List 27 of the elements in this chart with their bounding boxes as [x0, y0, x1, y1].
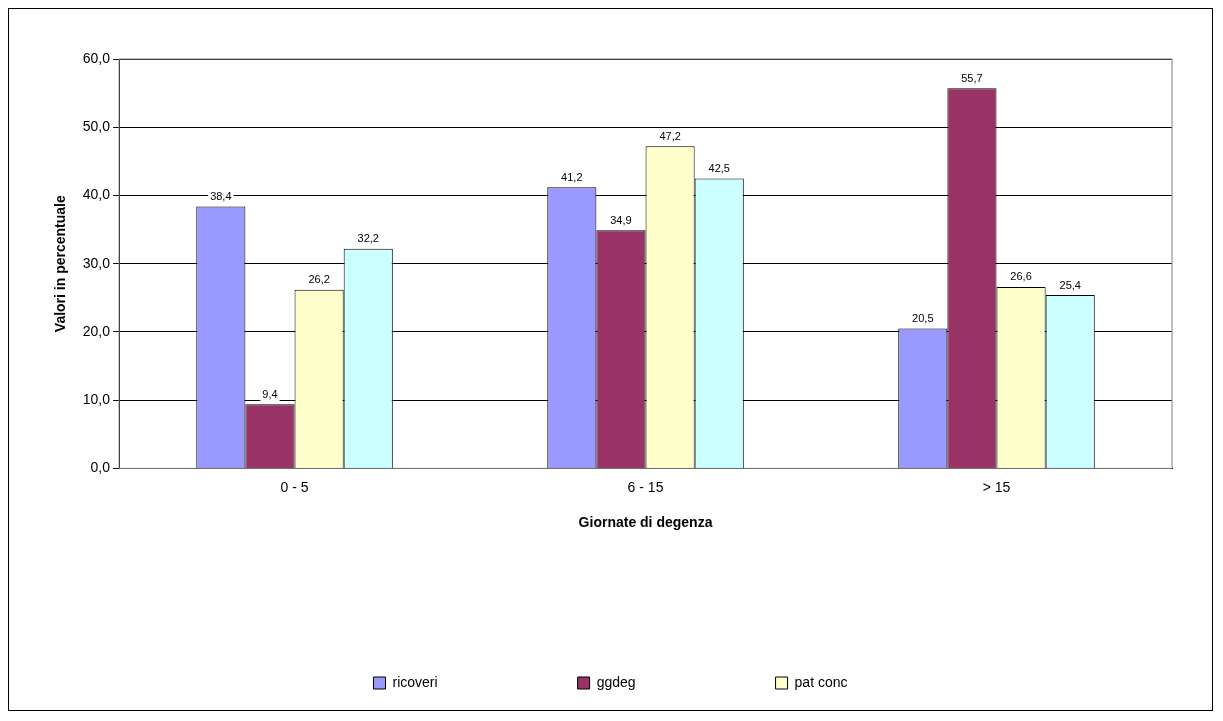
legend-label: pat conc	[794, 673, 848, 690]
data-label: 38,4	[210, 189, 232, 202]
y-tick-label: 50,0	[82, 118, 111, 135]
data-label: 47,2	[659, 129, 681, 142]
x-tick-label: 6 - 15	[627, 478, 664, 495]
y-tick-label: 60,0	[82, 49, 111, 66]
data-label: 34,9	[610, 213, 632, 226]
data-label: 26,6	[1010, 270, 1032, 283]
x-tick-label: 0 - 5	[280, 478, 309, 495]
legend-label: ggdeg	[596, 673, 636, 690]
data-label: 26,2	[308, 273, 330, 286]
data-label: 32,2	[357, 232, 379, 245]
y-tick-label: 20,0	[82, 322, 111, 339]
data-label: 25,4	[1059, 278, 1081, 291]
data-label: 41,2	[561, 170, 583, 183]
x-tick-label: > 15	[982, 478, 1011, 495]
data-label: 20,5	[912, 312, 934, 325]
y-tick-label: 40,0	[82, 186, 111, 203]
data-label: 55,7	[961, 71, 983, 84]
y-tick-label: 30,0	[82, 254, 111, 271]
y-axis-title: Valori in percentuale	[52, 195, 69, 333]
data-label: 9,4	[262, 387, 278, 400]
legend-label: ricoveri	[392, 673, 438, 690]
x-axis-title: Giornate di degenza	[578, 514, 713, 531]
data-label: 42,5	[708, 161, 730, 174]
y-tick-label: 0,0	[90, 459, 111, 476]
y-tick-label: 10,0	[82, 391, 111, 408]
